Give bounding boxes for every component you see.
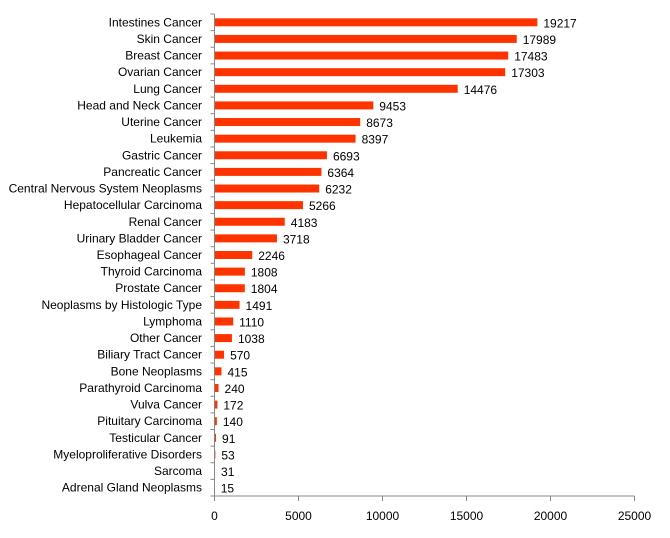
category-label: Central Nervous System Neoplasms bbox=[9, 182, 202, 196]
category-label: Bone Neoplasms bbox=[111, 364, 202, 378]
bar bbox=[214, 317, 234, 326]
bar bbox=[214, 284, 245, 293]
data-label: 1804 bbox=[251, 282, 278, 296]
category-label: Hepatocellular Carcinoma bbox=[64, 198, 202, 212]
bar bbox=[214, 383, 219, 392]
data-label: 14476 bbox=[464, 83, 498, 97]
category-label: Leukemia bbox=[150, 132, 202, 146]
data-label: 172 bbox=[223, 399, 243, 413]
category-label: Pancreatic Cancer bbox=[103, 165, 202, 179]
bar bbox=[214, 334, 232, 343]
category-label: Lymphoma bbox=[143, 314, 202, 328]
category-label: Skin Cancer bbox=[137, 32, 202, 46]
data-label: 5266 bbox=[309, 199, 336, 213]
data-label: 1491 bbox=[246, 299, 273, 313]
data-label: 4183 bbox=[291, 216, 318, 230]
category-label: Other Cancer bbox=[130, 331, 202, 345]
bar bbox=[214, 417, 217, 426]
x-tick-label: 0 bbox=[211, 509, 218, 523]
data-label: 6693 bbox=[333, 149, 360, 163]
data-label: 17989 bbox=[523, 33, 557, 47]
category-label: Gastric Cancer bbox=[122, 148, 202, 162]
bar bbox=[214, 167, 322, 176]
bar bbox=[214, 84, 458, 93]
bar bbox=[214, 118, 361, 127]
category-label: Lung Cancer bbox=[133, 82, 202, 96]
bar bbox=[214, 234, 277, 243]
bar bbox=[214, 68, 506, 77]
data-label: 2246 bbox=[258, 249, 285, 263]
bar bbox=[214, 201, 303, 210]
category-label: Testicular Cancer bbox=[109, 431, 202, 445]
data-label: 17303 bbox=[511, 66, 545, 80]
data-label: 1038 bbox=[238, 332, 265, 346]
bar bbox=[214, 300, 240, 309]
category-label: Thyroid Carcinoma bbox=[101, 265, 203, 279]
x-tick-label: 20000 bbox=[534, 509, 568, 523]
category-label: Prostate Cancer bbox=[115, 281, 202, 295]
bar bbox=[214, 151, 327, 160]
category-label: Myeloproliferative Disorders bbox=[53, 447, 202, 461]
data-label: 91 bbox=[222, 432, 236, 446]
data-label: 53 bbox=[221, 448, 235, 462]
category-label: Biliary Tract Cancer bbox=[97, 348, 202, 362]
bar bbox=[214, 34, 517, 43]
category-label: Breast Cancer bbox=[125, 49, 202, 63]
data-label: 8397 bbox=[362, 133, 389, 147]
data-label: 240 bbox=[225, 382, 245, 396]
bar bbox=[214, 184, 320, 193]
x-tick-label: 5000 bbox=[285, 509, 312, 523]
category-label: Sarcoma bbox=[154, 464, 202, 478]
bar bbox=[214, 251, 253, 259]
bar bbox=[214, 18, 538, 27]
data-label: 31 bbox=[221, 465, 235, 479]
category-label: Ovarian Cancer bbox=[118, 65, 202, 79]
x-tick-label: 10000 bbox=[366, 509, 400, 523]
category-label: Adrenal Gland Neoplasms bbox=[62, 481, 202, 495]
category-label: Neoplasms by Histologic Type bbox=[41, 298, 202, 312]
category-label: Intestines Cancer bbox=[109, 15, 202, 29]
bar bbox=[214, 134, 356, 143]
category-label: Vulva Cancer bbox=[130, 398, 202, 412]
category-label: Uterine Cancer bbox=[121, 115, 202, 129]
category-label: Pituitary Carcinoma bbox=[97, 414, 202, 428]
bar bbox=[214, 51, 509, 60]
x-tick-label: 25000 bbox=[618, 509, 652, 523]
data-label: 8673 bbox=[366, 116, 393, 130]
bar bbox=[214, 367, 222, 376]
category-label: Head and Neck Cancer bbox=[77, 98, 202, 112]
data-label: 415 bbox=[227, 365, 247, 379]
bar bbox=[214, 267, 245, 276]
data-label: 1110 bbox=[239, 315, 264, 329]
data-label: 9453 bbox=[379, 99, 406, 113]
bar bbox=[214, 433, 217, 442]
data-label: 1808 bbox=[251, 266, 278, 280]
data-label: 19217 bbox=[543, 16, 577, 30]
x-tick-label: 15000 bbox=[450, 509, 484, 523]
data-label: 17483 bbox=[514, 50, 548, 64]
category-label: Esophageal Cancer bbox=[97, 248, 202, 262]
data-label: 140 bbox=[223, 415, 243, 429]
data-label: 570 bbox=[230, 349, 250, 363]
bar bbox=[214, 101, 374, 110]
bar bbox=[214, 400, 218, 409]
category-label: Renal Cancer bbox=[129, 215, 202, 229]
category-label: Parathyroid Carcinoma bbox=[79, 381, 202, 395]
category-label: Urinary Bladder Cancer bbox=[77, 231, 202, 245]
data-label: 3718 bbox=[283, 232, 310, 246]
bar bbox=[214, 350, 225, 359]
data-label: 15 bbox=[221, 482, 235, 496]
bar bbox=[214, 217, 285, 226]
data-label: 6364 bbox=[327, 166, 354, 180]
data-label: 6232 bbox=[325, 183, 352, 197]
